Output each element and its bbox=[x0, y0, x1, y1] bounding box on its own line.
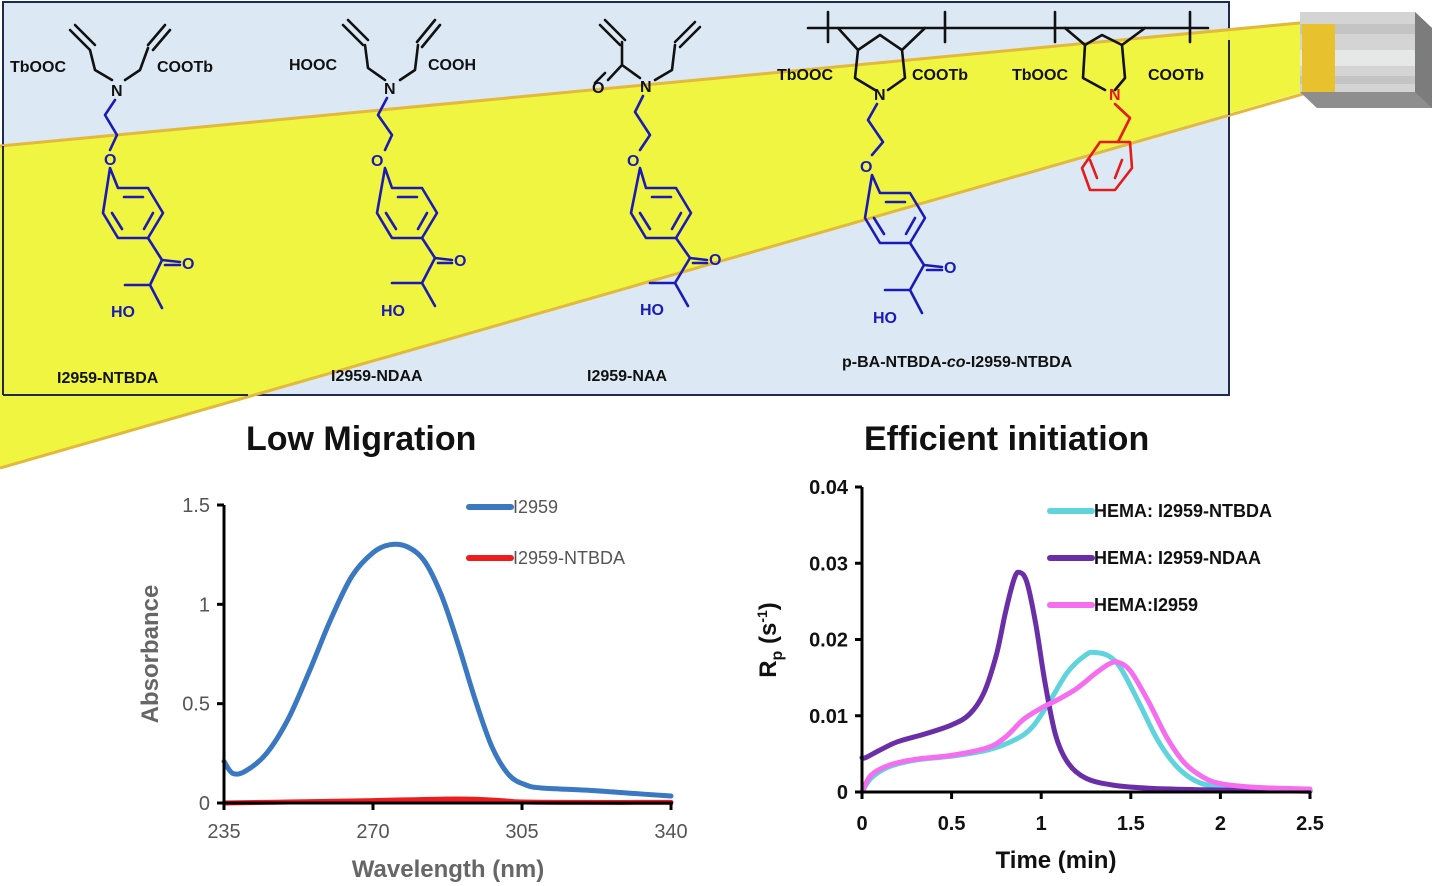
atom-o: O bbox=[371, 153, 383, 170]
y-label-sub: p bbox=[769, 650, 786, 660]
atom-ho: HO bbox=[640, 302, 664, 319]
structure-i2959-naa: O N O O HO bbox=[592, 18, 721, 319]
atom-o: O bbox=[182, 256, 194, 273]
y-axis-label: Rp (s-1) bbox=[754, 602, 786, 678]
atom-ho: HO bbox=[873, 310, 897, 327]
uv-lamp-icon bbox=[1300, 12, 1432, 108]
y-tick-label: 0 bbox=[837, 782, 848, 804]
compound-label-italic: co bbox=[947, 354, 966, 371]
atom-o: O bbox=[454, 253, 466, 270]
x-tick-label: 2.5 bbox=[1296, 813, 1324, 835]
y-tick-label: 0.03 bbox=[809, 553, 848, 575]
group-left: TbOOC bbox=[777, 67, 833, 84]
x-tick-label: 305 bbox=[505, 821, 538, 843]
series-line-hema-i2959-ntbda bbox=[859, 649, 1313, 795]
group-right: COOH bbox=[428, 57, 476, 74]
y-label-sup: -1 bbox=[754, 610, 770, 623]
atom-o: O bbox=[944, 260, 956, 277]
y-tick-label: 0.02 bbox=[809, 630, 848, 652]
compound-label-prefix: p-BA-NTBDA- bbox=[842, 354, 947, 371]
series-line-i2959 bbox=[221, 541, 674, 799]
group-left: TbOOC bbox=[1012, 67, 1068, 84]
x-tick-label: 1 bbox=[1036, 813, 1047, 835]
x-tick-label: 270 bbox=[356, 821, 389, 843]
x-tick-label: 0.5 bbox=[938, 813, 966, 835]
legend-label: HEMA: I2959-NTBDA bbox=[1094, 501, 1272, 521]
light-beam-edge-top bbox=[0, 20, 1311, 148]
x-tick-label: 340 bbox=[654, 821, 687, 843]
y-label-unit-close: ) bbox=[755, 602, 782, 610]
x-tick-label: 235 bbox=[207, 821, 240, 843]
atom-o: O bbox=[104, 152, 116, 169]
x-tick-label: 1.5 bbox=[1117, 813, 1145, 835]
x-tick-label: 2 bbox=[1215, 813, 1226, 835]
compound-label: p-BA-NTBDA-co-I2959-NTBDA bbox=[842, 354, 1073, 371]
structure-i2959-ntbda: TbOOC COOTb N O O HO bbox=[10, 23, 213, 321]
atom-o: O bbox=[592, 80, 604, 97]
y-tick-label: 0 bbox=[199, 793, 210, 815]
rp-chart: 0 0.5 1 1.5 2 2.5 0 0.01 0.02 0.03 0.04 Time (min)… bbox=[754, 477, 1324, 874]
y-tick-label: 0.04 bbox=[809, 477, 849, 499]
y-tick-label: 0.5 bbox=[182, 694, 210, 716]
light-beam bbox=[0, 22, 1310, 468]
legend-label: HEMA: I2959-NDAA bbox=[1094, 548, 1261, 568]
y-tick-label: 0.01 bbox=[809, 706, 848, 728]
y-tick-label: 1 bbox=[199, 594, 210, 616]
group-right: COOTb bbox=[157, 59, 213, 76]
y-label-main: R bbox=[755, 660, 782, 677]
x-axis-label: Time (min) bbox=[996, 847, 1117, 874]
structure-copolymer: TbOOC COOTb TbOOC COOTb N N O O HO bbox=[777, 10, 1210, 327]
right-chart-title: Efficient initiation bbox=[864, 420, 1150, 458]
atom-o: O bbox=[627, 153, 639, 170]
y-tick-label: 1.5 bbox=[182, 495, 210, 517]
atom-o: O bbox=[709, 252, 721, 269]
compound-label: I2959-NDAA bbox=[331, 368, 423, 385]
atom-ho: HO bbox=[381, 303, 405, 320]
atom-o: O bbox=[860, 159, 872, 176]
legend-label: I2959 bbox=[513, 497, 558, 517]
atom-n: N bbox=[874, 87, 886, 104]
compound-label-suffix: -I2959-NTBDA bbox=[966, 354, 1073, 371]
legend-label: I2959-NTBDA bbox=[513, 548, 625, 568]
structure-i2959-ndaa: HOOC COOH N O O HO bbox=[289, 18, 476, 320]
atom-n: N bbox=[640, 79, 652, 96]
y-label-unit-open: (s bbox=[755, 623, 782, 651]
compound-label: I2959-NAA bbox=[587, 368, 667, 385]
group-right: COOTb bbox=[912, 67, 968, 84]
atom-ho: HO bbox=[111, 304, 135, 321]
group-right: COOTb bbox=[1148, 67, 1204, 84]
group-left: HOOC bbox=[289, 57, 337, 74]
x-axis-label: Wavelength (nm) bbox=[352, 856, 544, 883]
atom-n: N bbox=[384, 81, 396, 98]
atom-n: N bbox=[1109, 87, 1121, 104]
group-left: TbOOC bbox=[10, 59, 66, 76]
series-line-hema-i2959 bbox=[859, 659, 1313, 795]
compound-label: I2959-NTBDA bbox=[57, 370, 159, 387]
left-chart-title: Low Migration bbox=[246, 420, 477, 458]
atom-n: N bbox=[111, 83, 123, 100]
x-tick-label: 0 bbox=[856, 813, 867, 835]
y-axis-label: Absorbance bbox=[137, 585, 164, 724]
legend-label: HEMA:I2959 bbox=[1094, 595, 1198, 615]
absorbance-chart: 235 270 305 340 0 0.5 1 1.5 Wavelength (nm) Abs… bbox=[137, 495, 688, 883]
series-line-hema-i2959-ndaa bbox=[859, 569, 1313, 794]
